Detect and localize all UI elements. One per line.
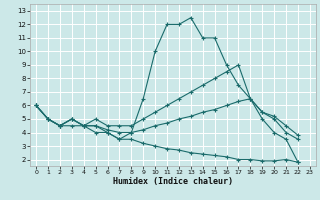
X-axis label: Humidex (Indice chaleur): Humidex (Indice chaleur) <box>113 177 233 186</box>
